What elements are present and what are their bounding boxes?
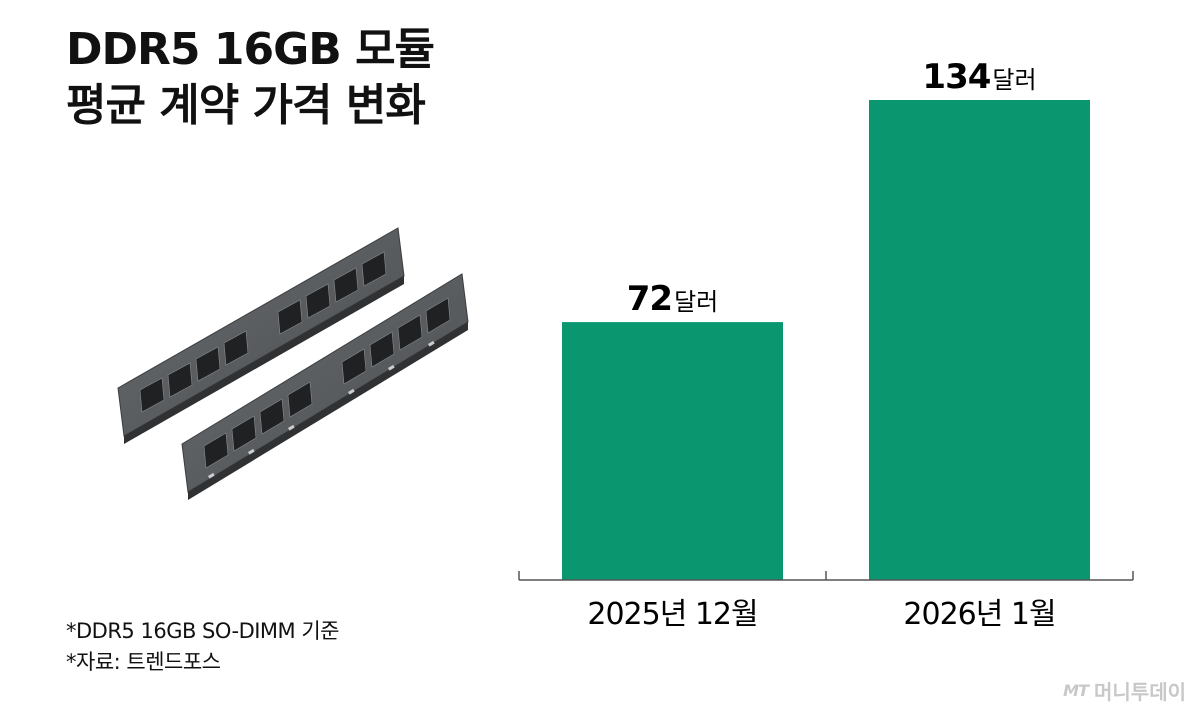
- bar-value-unit-0: 달러: [674, 288, 718, 316]
- bar-value-label-0: 72달러: [627, 279, 719, 319]
- ram-module-front: [181, 273, 469, 500]
- note-source: *자료: 트렌드포스: [66, 650, 221, 674]
- bar-value-unit-1: 달러: [992, 66, 1036, 94]
- category-label-0: 2025년 12월: [587, 597, 757, 632]
- chart-notes: *DDR5 16GB SO-DIMM 기준 *자료: 트렌드포스: [66, 616, 339, 678]
- category-label-1: 2026년 1월: [903, 597, 1055, 632]
- brand-logo: MT 머니투데이: [1063, 676, 1186, 705]
- bar-value-label-1: 134달러: [922, 57, 1036, 97]
- chart-title-line1: DDR5 16GB 모듈: [66, 24, 435, 75]
- bar-0: [562, 322, 783, 580]
- brand-mt-mark: MT: [1063, 681, 1089, 700]
- chart-title-line2: 평균 계약 가격 변화: [66, 80, 426, 131]
- brand-name: 머니투데이: [1094, 680, 1186, 704]
- bar-value-number-0: 72: [627, 279, 672, 319]
- ram-module-back: [117, 227, 405, 444]
- note-basis: *DDR5 16GB SO-DIMM 기준: [66, 619, 339, 643]
- bar-value-number-1: 134: [922, 57, 990, 97]
- bar-1: [869, 100, 1090, 580]
- chart-title: DDR5 16GB 모듈 평균 계약 가격 변화: [66, 22, 435, 134]
- ram-module-icon: [117, 227, 469, 500]
